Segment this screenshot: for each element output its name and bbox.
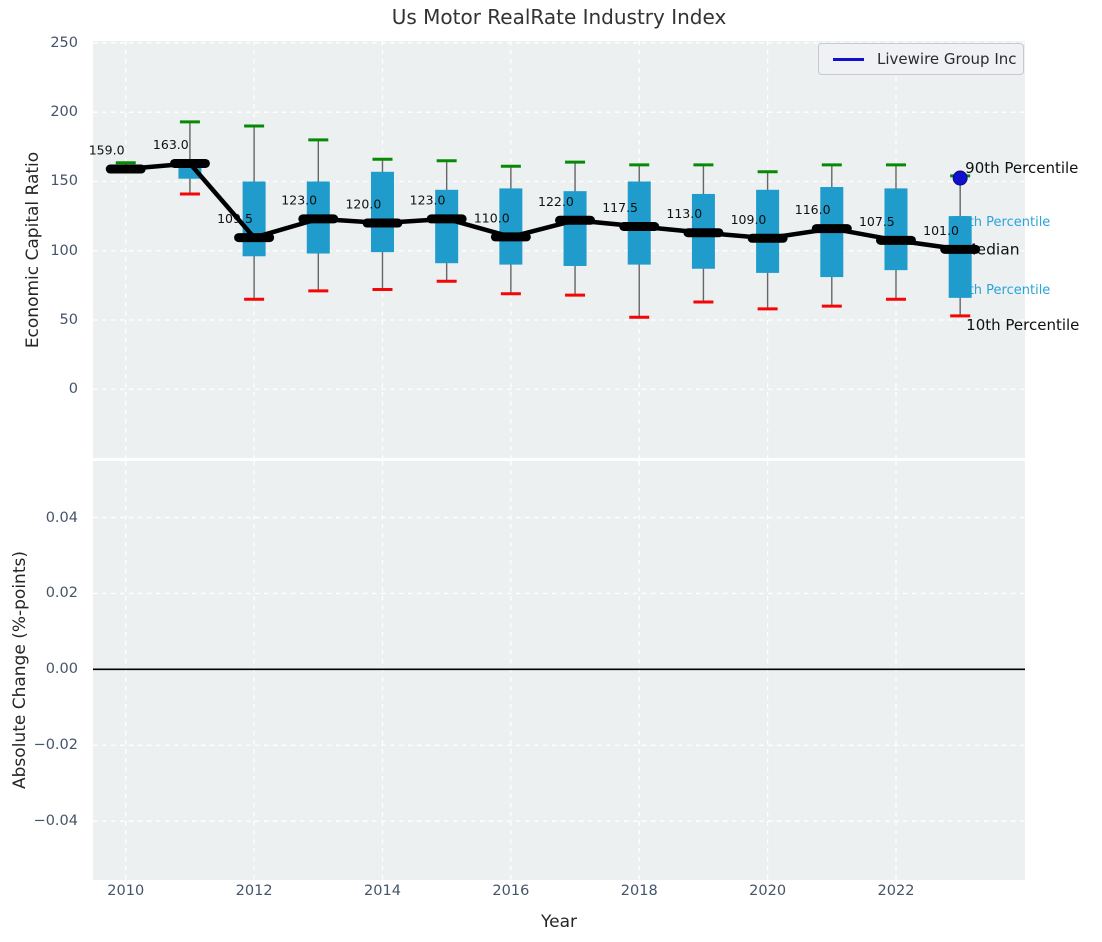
xtick-2018: 2018	[620, 883, 658, 899]
ytick-panel0-200: 200	[50, 104, 78, 121]
chart-title: Us Motor RealRate Industry Index	[391, 5, 727, 29]
ytick-panel1-0.02: 0.02	[45, 585, 78, 602]
median-label-2014: 120.0	[345, 197, 381, 212]
median-marker-2023	[940, 244, 981, 254]
xtick-2010: 2010	[107, 883, 145, 899]
median-label-2018: 117.5	[602, 200, 638, 215]
median-marker-2014	[362, 218, 403, 228]
iqr-box	[499, 188, 523, 265]
boxplot-2021	[820, 163, 844, 308]
ytick-panel1-−0.02: −0.02	[33, 737, 78, 754]
xtick-2016: 2016	[492, 883, 530, 899]
median-label-2017: 122.0	[538, 194, 574, 209]
iqr-box	[756, 189, 780, 273]
annotation-90th-percentile: 90th Percentile	[965, 159, 1078, 177]
median-marker-2013	[298, 214, 339, 224]
ytick-panel0-0: 0	[68, 381, 78, 398]
median-markers	[105, 158, 981, 254]
median-marker-2016	[490, 232, 531, 242]
median-marker-2010	[105, 164, 146, 174]
ytick-panel1-0.04: 0.04	[45, 509, 78, 526]
median-label-2010: 159.0	[89, 143, 125, 158]
ytick-panel1-−0.04: −0.04	[33, 813, 78, 830]
legend: Livewire Group Inc	[818, 43, 1024, 75]
ytick-panel0-100: 100	[50, 242, 78, 259]
ytick-panel0-50: 50	[59, 312, 78, 329]
iqr-box	[370, 171, 394, 253]
ytick-panel1-0.00: 0.00	[45, 661, 78, 678]
median-marker-2022	[875, 235, 916, 245]
boxplot-2011	[178, 120, 202, 196]
median-label-2013: 123.0	[281, 192, 317, 207]
annotations-front: 90th Percentile 10th Percentile	[965, 159, 1079, 334]
median-label-2023: 101.0	[923, 223, 959, 238]
iqr-box	[884, 188, 908, 271]
median-marker-2018	[619, 222, 660, 232]
iqr-box	[948, 216, 972, 298]
median-marker-2020	[747, 233, 788, 243]
median-marker-2021	[811, 224, 852, 234]
xtick-2014: 2014	[364, 883, 401, 899]
boxplot-2022	[884, 163, 908, 301]
boxplot-2017	[563, 160, 587, 297]
x-axis-label: Year	[541, 912, 577, 932]
xtick-2012: 2012	[235, 883, 273, 899]
legend-line-icon	[833, 57, 864, 61]
median-label-2015: 123.0	[410, 192, 446, 207]
median-marker-2012	[234, 233, 275, 243]
median-marker-2011	[169, 158, 210, 168]
livewire-point	[952, 170, 968, 186]
annotation-10th-percentile: 10th Percentile	[966, 316, 1079, 334]
xtick-2020: 2020	[749, 883, 787, 899]
boxplot-2018	[627, 163, 651, 319]
median-label-2021: 116.0	[795, 202, 831, 217]
annotation-25th-percentile: 25th Percentile	[952, 283, 1050, 298]
gridlines	[93, 41, 1025, 880]
median-label-2019: 113.0	[666, 206, 702, 221]
median-marker-2015	[426, 214, 467, 224]
median-marker-2019	[683, 228, 724, 238]
annotation-75th-percentile: 75th Percentile	[952, 215, 1050, 230]
median-marker-2017	[555, 215, 596, 225]
ytick-panel0-250: 250	[50, 34, 78, 51]
iqr-box	[563, 191, 587, 266]
panel-absolute-change	[93, 461, 1025, 880]
boxplot-2016	[499, 164, 523, 296]
median-label-2016: 110.0	[474, 210, 510, 225]
median-label-2020: 109.0	[731, 212, 767, 227]
median-label-2011: 163.0	[153, 137, 189, 152]
iqr-box	[435, 189, 459, 264]
xtick-2022: 2022	[877, 883, 915, 899]
median-label-2022: 107.5	[859, 214, 895, 229]
ytick-panel0-150: 150	[50, 173, 78, 190]
legend-label: Livewire Group Inc	[877, 50, 1017, 68]
